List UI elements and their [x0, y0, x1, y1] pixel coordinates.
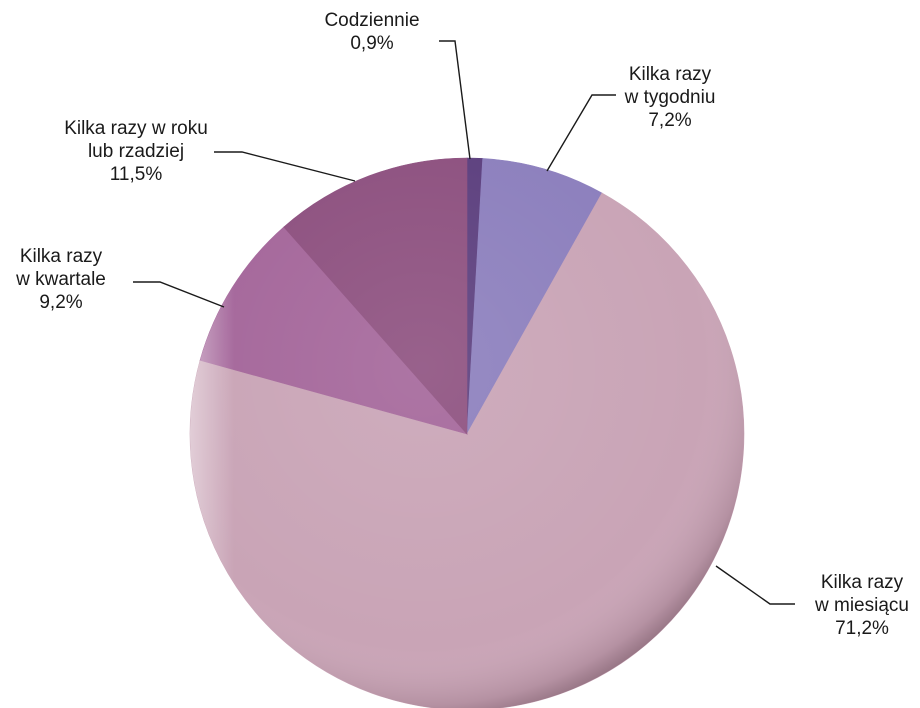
slice-label-kilka-razy-w-kwartale: Kilka razy w kwartale 9,2%	[15, 246, 106, 313]
slice-category-label: w kwartale	[15, 269, 106, 290]
slice-value-label: 0,9%	[350, 33, 393, 54]
slice-value-label: 7,2%	[648, 110, 691, 131]
leader-line-kilka-razy-w-miesiacu	[715, 565, 795, 605]
slice-category-label: Kilka razy w roku	[64, 118, 208, 139]
slice-labels: Codziennie 0,9%Kilka razy w tygodniu 7,2%Ki…	[15, 10, 909, 639]
slice-label-kilka-razy-w-roku-lub-rzadziej: Kilka razy w roku lub rzadziej 11,5%	[64, 118, 208, 185]
leader-line-kilka-razy-w-tygodniu	[546, 94, 616, 172]
slice-value-label: 9,2%	[39, 292, 82, 313]
slice-category-label: w miesiącu	[814, 595, 909, 616]
slice-category-label: Codziennie	[324, 10, 419, 31]
pie-edge-highlight	[190, 158, 744, 708]
slice-label-codziennie: Codziennie 0,9%	[324, 10, 419, 54]
slice-label-kilka-razy-w-miesiacu: Kilka razy w miesiącu 71,2%	[814, 572, 909, 639]
slice-category-label: w tygodniu	[624, 87, 716, 108]
slice-value-label: 11,5%	[110, 164, 163, 185]
slice-category-label: lub rzadziej	[88, 141, 184, 162]
slice-value-label: 71,2%	[835, 618, 889, 639]
leader-line-codziennie	[439, 40, 471, 160]
leader-line-kilka-razy-w-kwartale	[133, 281, 225, 308]
slice-category-label: Kilka razy	[821, 572, 904, 593]
slice-category-label: Kilka razy	[20, 246, 103, 267]
slice-category-label: Kilka razy	[629, 64, 712, 85]
leader-line-kilka-razy-w-roku-lub-rzadziej	[214, 151, 356, 182]
slice-label-kilka-razy-w-tygodniu: Kilka razy w tygodniu 7,2%	[624, 64, 716, 131]
leader-lines	[133, 40, 795, 605]
